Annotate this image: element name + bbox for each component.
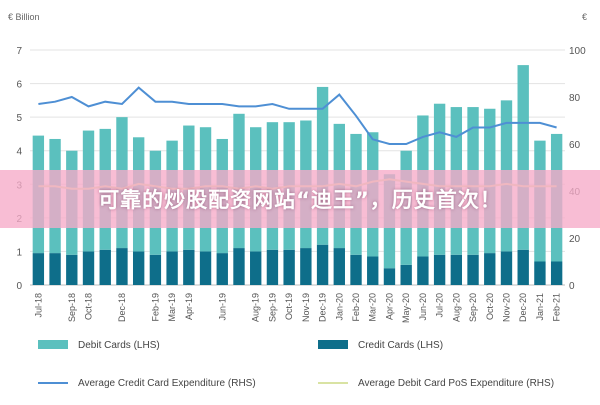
bar-credit-cards xyxy=(316,244,329,285)
x-tick-label: Apr-19 xyxy=(184,293,194,320)
legend-label: Average Credit Card Expenditure (RHS) xyxy=(78,378,256,389)
promo-banner[interactable]: 可靠的炒股配资网站“迪王”，历史首次！ xyxy=(0,170,600,228)
x-tick-label: Feb-21 xyxy=(552,293,562,322)
bar-credit-cards xyxy=(250,251,262,285)
bar-credit-cards xyxy=(32,253,45,285)
x-tick-label: Feb-19 xyxy=(150,293,160,322)
legend-swatch xyxy=(38,340,68,349)
legend-swatch xyxy=(318,340,348,349)
bar-credit-cards xyxy=(183,249,195,285)
bar-credit-cards xyxy=(500,251,513,285)
x-tick-label: Mar-20 xyxy=(368,293,378,322)
y-tick-left: 6 xyxy=(16,80,22,91)
y-tick-right: 60 xyxy=(569,140,581,151)
bar-credit-cards xyxy=(467,254,479,285)
x-tick-label: Sep-19 xyxy=(267,293,277,322)
bar-credit-cards xyxy=(216,253,228,285)
x-tick-label: Oct-18 xyxy=(84,293,94,320)
x-tick-label: Dec-18 xyxy=(117,293,127,322)
bar-credit-cards xyxy=(300,248,312,285)
bar-credit-cards xyxy=(116,248,128,285)
x-tick-label: Dec-19 xyxy=(318,293,328,322)
bar-credit-cards xyxy=(550,261,563,285)
x-tick-label: Sep-18 xyxy=(67,293,77,322)
x-tick-label: Nov-20 xyxy=(501,293,511,322)
bar-credit-cards xyxy=(283,249,295,285)
bar-credit-cards xyxy=(132,251,145,285)
x-tick-label: Feb-20 xyxy=(351,293,361,322)
left-axis-unit: € Billion xyxy=(8,12,40,22)
bar-credit-cards xyxy=(82,251,95,285)
x-tick-label: Jul-18 xyxy=(33,293,43,318)
x-tick-label: Aug-20 xyxy=(451,293,461,322)
y-tick-left: 5 xyxy=(16,113,22,124)
x-tick-label: Oct-20 xyxy=(485,293,495,320)
x-tick-label: Jan-20 xyxy=(334,293,344,321)
x-tick-label: Jan-21 xyxy=(535,293,545,321)
x-tick-label: Apr-20 xyxy=(384,293,394,320)
bar-credit-cards xyxy=(149,254,162,285)
bar-credit-cards xyxy=(417,256,429,285)
y-tick-left: 1 xyxy=(16,247,22,258)
bar-credit-cards xyxy=(233,248,245,285)
x-tick-label: Mar-19 xyxy=(167,293,177,322)
legend-label: Debit Cards (LHS) xyxy=(78,340,160,351)
bar-credit-cards xyxy=(350,254,362,285)
bar-credit-cards xyxy=(99,249,111,285)
bar-credit-cards xyxy=(433,254,446,285)
x-tick-label: Dec-20 xyxy=(518,293,528,322)
y-tick-right: 80 xyxy=(569,93,581,104)
y-tick-left: 4 xyxy=(16,147,22,158)
y-tick-right: 20 xyxy=(569,234,581,245)
bar-credit-cards xyxy=(66,254,78,285)
bar-credit-cards xyxy=(266,249,279,285)
bar-credit-cards xyxy=(333,248,345,285)
right-axis-unit: € xyxy=(582,12,587,22)
bar-credit-cards xyxy=(166,251,178,285)
y-tick-right: 0 xyxy=(569,281,575,292)
legend-label: Average Debit Card PoS Expenditure (RHS) xyxy=(358,378,554,389)
y-tick-left: 7 xyxy=(16,46,22,57)
x-tick-label: Jun-19 xyxy=(217,293,227,321)
bar-credit-cards xyxy=(367,256,379,285)
line-avg-credit-expenditure xyxy=(38,86,557,145)
x-tick-label: Oct-19 xyxy=(284,293,294,320)
x-tick-label: May-20 xyxy=(401,293,411,323)
legend-label: Credit Cards (LHS) xyxy=(358,340,443,351)
bar-debit-cards xyxy=(517,65,529,250)
x-tick-label: Sep-20 xyxy=(468,293,478,322)
x-tick-label: Jul-20 xyxy=(435,293,445,318)
bar-credit-cards xyxy=(517,249,529,285)
x-tick-label: Aug-19 xyxy=(251,293,261,322)
y-tick-right: 100 xyxy=(569,46,586,57)
y-tick-left: 0 xyxy=(16,281,22,292)
bar-credit-cards xyxy=(199,251,212,285)
bar-debit-cards xyxy=(316,86,329,245)
bar-credit-cards xyxy=(49,253,61,285)
bar-credit-cards xyxy=(484,253,496,285)
bar-credit-cards xyxy=(383,268,396,285)
x-tick-label: Nov-19 xyxy=(301,293,311,322)
bar-credit-cards xyxy=(450,254,463,285)
bar-credit-cards xyxy=(534,261,546,285)
x-tick-label: Jun-20 xyxy=(418,293,428,321)
bar-credit-cards xyxy=(400,264,412,285)
promo-banner-text: 可靠的炒股配资网站“迪王”，历史首次！ xyxy=(98,188,502,212)
